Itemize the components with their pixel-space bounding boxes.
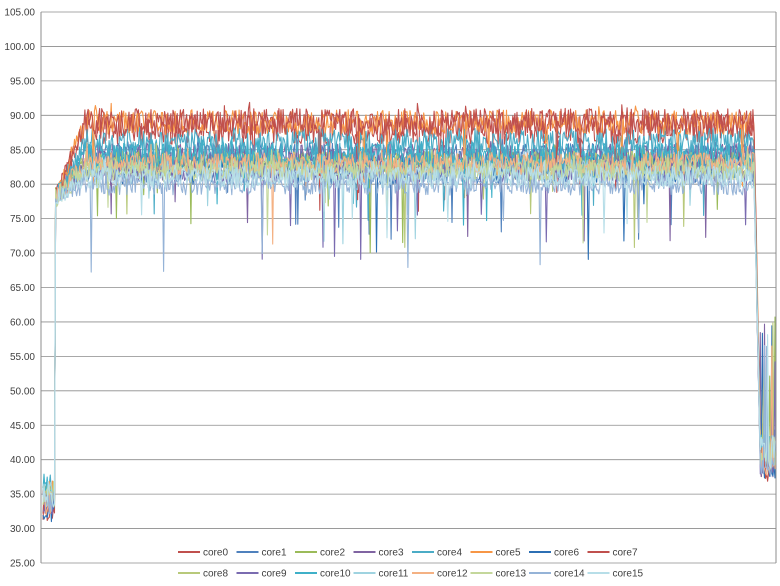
legend-label-core4: core4 [437, 548, 462, 559]
legend-label-core7: core7 [613, 548, 638, 559]
legend-label-core5: core5 [496, 548, 521, 559]
legend-label-core8: core8 [203, 569, 228, 580]
legend-label-core12: core12 [437, 569, 468, 580]
y-tick-label: 65.00 [10, 283, 35, 294]
series-line-core5 [42, 102, 777, 509]
y-tick-label: 90.00 [10, 111, 35, 122]
series-line-core14 [42, 163, 777, 515]
y-tick-label: 50.00 [10, 386, 35, 397]
legend-label-core13: core13 [496, 569, 527, 580]
y-tick-label: 100.00 [4, 42, 35, 53]
legend-label-core9: core9 [262, 569, 287, 580]
y-tick-label: 95.00 [10, 76, 35, 87]
legend: core0 core1 core2 core3 core4 core5 core6 core7… [178, 548, 644, 580]
legend-label-core3: core3 [379, 548, 404, 559]
y-tick-label: 85.00 [10, 145, 35, 156]
legend-label-core10: core10 [320, 569, 351, 580]
series-line-core7 [42, 101, 777, 514]
series-lines [42, 101, 777, 523]
legend-label-core15: core15 [613, 569, 644, 580]
y-tick-label: 25.00 [10, 559, 35, 570]
legend-label-core14: core14 [554, 569, 585, 580]
series-line-core4 [42, 122, 777, 500]
y-tick-label: 45.00 [10, 421, 35, 432]
y-tick-label: 80.00 [10, 180, 35, 191]
y-tick-label: 105.00 [4, 8, 35, 19]
series-line-core15 [42, 159, 777, 508]
y-tick-label: 40.00 [10, 455, 35, 466]
y-tick-label: 75.00 [10, 214, 35, 225]
y-tick-label: 35.00 [10, 490, 35, 501]
y-tick-label: 30.00 [10, 524, 35, 535]
legend-label-core0: core0 [203, 548, 228, 559]
legend-label-core2: core2 [320, 548, 345, 559]
y-tick-label: 70.00 [10, 249, 35, 260]
legend-label-core6: core6 [554, 548, 579, 559]
legend-label-core1: core1 [262, 548, 287, 559]
y-tick-label: 55.00 [10, 352, 35, 363]
axes [40, 12, 777, 563]
legend-label-core11: core11 [379, 569, 409, 580]
y-axis-ticks: 25.00 30.00 35.00 40.00 45.00 50.00 55.00 60.00… [4, 8, 35, 570]
y-tick-label: 60.00 [10, 317, 35, 328]
